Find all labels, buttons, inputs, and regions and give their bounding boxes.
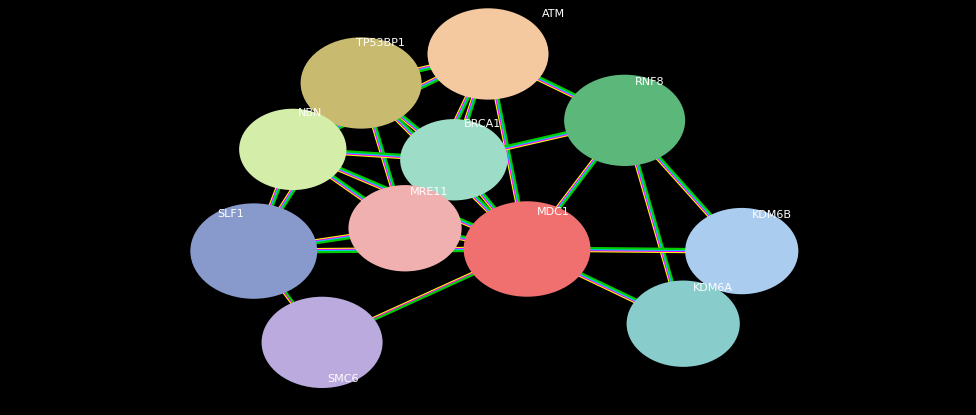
Ellipse shape (685, 208, 798, 294)
Text: KDM6A: KDM6A (693, 283, 733, 293)
Ellipse shape (400, 119, 508, 200)
Text: RNF8: RNF8 (634, 77, 664, 87)
Text: BRCA1: BRCA1 (464, 119, 501, 129)
Text: ATM: ATM (542, 9, 565, 19)
Text: SLF1: SLF1 (218, 209, 244, 219)
Ellipse shape (190, 203, 317, 299)
Text: MRE11: MRE11 (410, 187, 448, 197)
Text: MDC1: MDC1 (537, 207, 570, 217)
Ellipse shape (464, 201, 590, 297)
Text: NBN: NBN (298, 108, 322, 118)
Text: KDM6B: KDM6B (752, 210, 792, 220)
Text: SMC6: SMC6 (327, 374, 358, 383)
Ellipse shape (239, 109, 346, 190)
Ellipse shape (301, 37, 422, 129)
Ellipse shape (262, 297, 383, 388)
Ellipse shape (348, 185, 462, 271)
Ellipse shape (427, 8, 549, 100)
Ellipse shape (564, 75, 685, 166)
Text: TP53BP1: TP53BP1 (356, 38, 405, 48)
Ellipse shape (627, 281, 740, 367)
